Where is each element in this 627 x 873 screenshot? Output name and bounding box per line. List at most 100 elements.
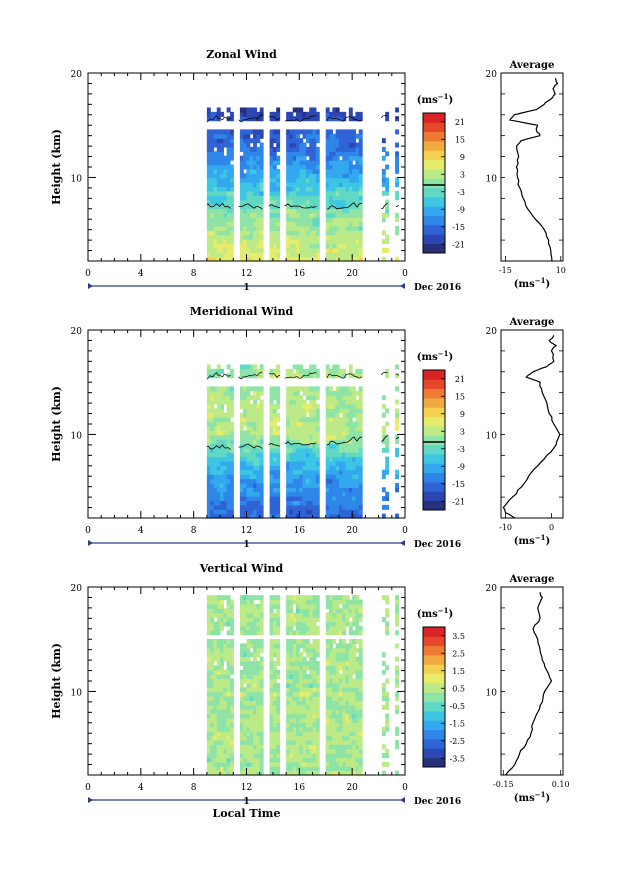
heatmap-cell [226, 425, 231, 431]
heatmap-cell [348, 722, 353, 728]
heatmap-cell [385, 182, 390, 188]
heatmap-cell [286, 630, 291, 636]
heatmap-cell [239, 696, 244, 702]
heatmap-cell [312, 761, 317, 767]
heatmap-cell [216, 608, 221, 614]
heatmap-cell [292, 403, 297, 409]
heatmap-cell [352, 753, 357, 759]
heatmap-cell [315, 682, 320, 688]
heatmap-cell [342, 399, 347, 405]
heatmap-cell [315, 434, 320, 440]
heatmap-cell [286, 669, 291, 675]
upper-contour [395, 373, 400, 376]
heatmap-cell [289, 643, 294, 649]
heatmap-cell [315, 509, 320, 515]
heatmap-cell [243, 443, 248, 449]
heatmap-cell [239, 247, 244, 253]
colorbar-swatch [423, 655, 445, 665]
heatmap-cell [259, 482, 264, 488]
heatmap-cell [269, 452, 274, 458]
heatmap-cell [292, 151, 297, 157]
colorbar-swatch [423, 729, 445, 740]
heatmap-cell [276, 744, 281, 750]
heatmap-cell [206, 373, 211, 379]
heatmap-cell [249, 368, 254, 374]
heatmap-cell [292, 595, 297, 601]
heatmap-cell [239, 757, 244, 763]
heatmap-cell [381, 687, 386, 693]
heatmap-cell [296, 247, 300, 253]
heatmap-cell [220, 500, 224, 506]
heatmap-cell [299, 430, 304, 436]
heatmap-cell [312, 496, 317, 502]
heatmap-cell [272, 421, 277, 427]
heatmap-cell [329, 386, 333, 392]
heatmap-cell [269, 111, 274, 117]
heatmap-cell [220, 595, 224, 601]
heatmap-cell [269, 133, 274, 139]
colorbar-tick-label: -2.5 [450, 737, 465, 746]
heatmap-cell [352, 748, 357, 754]
heatmap-cell [249, 465, 254, 471]
heatmap-cell [216, 669, 221, 675]
heatmap-cell [253, 674, 257, 680]
heatmap-cell [299, 417, 304, 423]
heatmap-cell [213, 496, 218, 502]
heatmap-cell [358, 766, 363, 772]
heatmap-cell [249, 230, 254, 236]
heatmap-cell [315, 674, 320, 680]
heatmap-cell [312, 722, 317, 728]
heatmap-cell [345, 713, 350, 719]
heatmap-cell [213, 674, 218, 680]
heatmap-cell [296, 386, 300, 392]
heatmap-cell [355, 142, 360, 148]
heatmap-cell [309, 208, 314, 214]
heatmap-cell [256, 691, 261, 697]
heatmap-cell [210, 217, 215, 223]
heatmap-cell [309, 474, 314, 480]
heatmap-cell [309, 612, 314, 618]
heatmap-cell [338, 164, 343, 170]
heatmap-cell [299, 434, 304, 440]
heatmap-cell [312, 731, 317, 737]
heatmap-cell [276, 713, 281, 719]
heatmap-cell [335, 452, 340, 458]
heatmap-cell [256, 639, 261, 644]
heatmap-cell [312, 417, 317, 423]
heatmap-cell [342, 195, 347, 201]
heatmap-cell [315, 465, 320, 471]
heatmap-cell [226, 447, 231, 453]
colorbar-frame [422, 369, 446, 511]
heatmap-cell [206, 753, 211, 759]
heatmap-cell [259, 129, 264, 135]
heatmap-cell [309, 390, 314, 396]
heatmap-cell [342, 704, 347, 710]
heatmap-cell [286, 469, 291, 475]
heatmap-cell [206, 439, 211, 445]
date-line-end-marker [400, 283, 405, 289]
heatmap-cell [355, 146, 360, 152]
heatmap-cell [332, 425, 337, 431]
heatmap-cell [292, 761, 297, 767]
heatmap-cell [329, 421, 333, 427]
heatmap-cell [239, 469, 244, 475]
colorbar-swatch [423, 243, 445, 254]
heatmap-cell [332, 731, 337, 737]
heatmap-cell [206, 647, 211, 653]
heatmap-cell [342, 430, 347, 436]
heatmap-cell [272, 443, 277, 449]
heatmap-cell [243, 761, 248, 767]
heatmap-cell [286, 116, 291, 122]
heatmap-cell [345, 421, 350, 427]
heatmap-cell [296, 186, 300, 192]
heatmap-cell [338, 652, 343, 658]
x-tick-label: 20 [346, 783, 358, 793]
heatmap-cell [325, 660, 330, 666]
heatmap-cell [296, 465, 300, 471]
heatmap-cell [348, 469, 353, 475]
heatmap-cell [239, 221, 244, 227]
heatmap-cell [332, 682, 337, 688]
heatmap-cell [289, 678, 294, 684]
heatmap-cell [338, 217, 343, 223]
heatmap-cell [239, 225, 244, 231]
